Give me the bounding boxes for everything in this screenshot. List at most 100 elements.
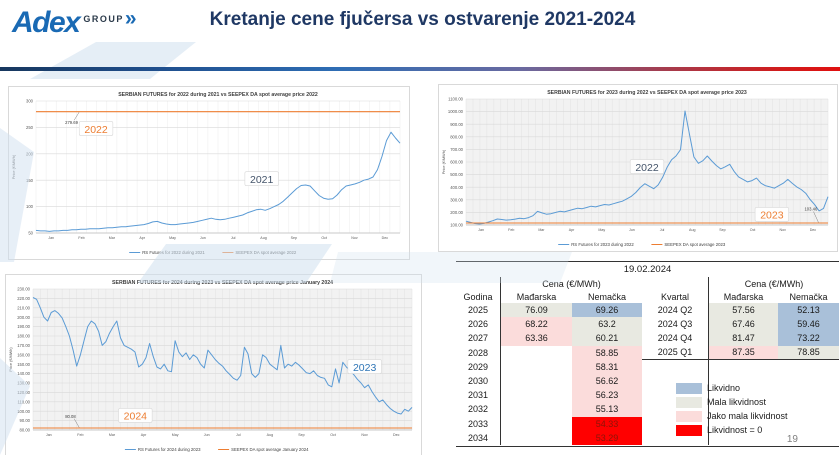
year-price-madjarska: 63.36 [500,331,572,346]
column-header-nemacka: Nemačka [789,291,828,302]
svg-text:Aug: Aug [260,236,266,240]
liquidity-legend-label: Likvidnost = 0 [707,425,763,435]
svg-text:Mar: Mar [109,433,116,437]
svg-text:1100.00: 1100.00 [448,97,463,102]
column-header-godina: Godina [463,291,493,302]
svg-text:Sep: Sep [298,433,304,437]
svg-text:250: 250 [26,125,34,130]
adex-group-logo: Adex GROUP » [12,8,137,38]
table-date: 19.02.2024 [623,264,672,275]
empty-cell [708,388,778,403]
svg-text:Dec: Dec [382,236,389,240]
column-header-madjarska: Mađarska [708,290,778,303]
spot-value-label: 279.69 [65,120,78,125]
year-price-madjarska [500,388,572,403]
svg-text:100.00: 100.00 [17,409,30,414]
empty-cell [708,373,778,389]
futures-series-line [465,110,829,225]
svg-text:190.00: 190.00 [17,324,30,329]
annotation-year-label: 2024 [124,411,148,423]
svg-text:Apr: Apr [141,433,147,437]
chart-futures-2022: SERBIAN FUTURES for 2022 during 2021 vs … [8,86,410,260]
legend-entry-label: SEEPEX DA spot average 2022 [235,250,297,255]
year-label-cell: 2031 [467,390,489,401]
chart-legend: RS Futures for 2022 during 2021 SEEPEX DA… [129,250,297,255]
x-axis-labels: Jan Feb Mar Apr May Jun Jul Aug Sep Oct Nov Dec [48,236,388,240]
svg-text:300.00: 300.00 [450,197,463,202]
annotation-year-label: 2022 [84,124,108,136]
quarter-price-madjarska: 57.56 [708,303,778,318]
quarter-price-nemacka: 59.46 [778,317,839,332]
svg-text:Sep: Sep [291,236,297,240]
y-axis-ticks: 300 250 200 150 100 50 [26,99,34,236]
logo-subtext: GROUP [83,14,124,24]
line-chart-svg: SERBIAN FUTURES for 2023 during 2022 vs … [442,90,829,247]
price-header-right: Cena (€/MWh) [708,277,839,290]
price-table-grid: Cena (€/MWh) Cena (€/MWh) Godina Mađarska Ne… [456,277,839,445]
liquidity-swatch-gray [676,396,702,408]
line-chart-svg: SERBIAN FUTURES for 2022 during 2021 vs … [12,92,401,255]
svg-text:110.00: 110.00 [18,399,31,404]
logo-chevrons-icon: » [124,6,137,30]
annotation-year-label: 2023 [760,210,784,222]
gridlines [32,288,413,431]
quarter-price-nemacka: 73.22 [778,331,839,346]
svg-text:140.00: 140.00 [17,371,30,376]
year-price-nemacka: 53.29 [572,430,642,445]
year-label-cell: 2033 [467,418,489,429]
annotation-box [244,171,279,186]
svg-text:Apr: Apr [139,236,145,240]
svg-text:Jun: Jun [200,236,206,240]
page-number: 19 [786,434,798,445]
empty-cell [708,416,778,431]
empty-cell [708,430,778,445]
chart-legend: RS Futures for 2024 during 2023 SEEPEX DA… [124,447,309,452]
chart-futures-2024: SERBIAN FUTURES for 2024 during 2023 vs … [5,274,422,455]
svg-text:100.00: 100.00 [450,223,463,228]
empty-cell [708,402,778,417]
svg-text:May: May [169,236,176,240]
liquidity-legend-label: Jako mala likvidnost [707,411,788,421]
legend-entry-label: SEEPEX DA spot average January 2024 [231,447,309,452]
legend-entry-label: RS Futures for 2023 during 2022 [571,242,634,247]
quarter-price-madjarska: 67.46 [708,317,778,332]
svg-text:Dec: Dec [393,433,400,437]
liquidity-legend-label: Mala likvidnost [707,397,767,407]
year-label-cell: 2025 [467,305,489,316]
svg-text:500.00: 500.00 [450,172,463,177]
spot-label-leader [73,112,80,121]
year-price-madjarska: 76.09 [500,303,572,318]
year-label-cell: 2028 [467,347,489,358]
year-label-cell: 2034 [467,432,489,443]
svg-text:100: 100 [26,204,34,209]
liquidity-legend: Likvidno Mala likvidnost Jako mala likvidn… [676,381,788,437]
annotation-year-label: 2022 [635,162,659,174]
svg-text:200: 200 [26,151,34,156]
year-price-madjarska [500,345,572,360]
annotation-box [629,159,665,174]
quarter-price-nemacka: 78.85 [778,345,839,360]
year-label-cell: 2030 [467,376,489,387]
year-price-nemacka: 55.13 [572,402,642,417]
svg-text:Jan: Jan [46,433,52,437]
svg-text:300: 300 [26,99,34,104]
decor-shape [30,42,196,79]
spot-value-label: 80.08 [65,414,76,419]
svg-text:Jul: Jul [236,433,241,437]
quarter-price-madjarska: 87.35 [708,345,778,360]
legend-entry-label: SEEPEX DA spot average 2023 [664,242,726,247]
svg-text:Oct: Oct [750,228,756,232]
year-price-nemacka: 58.85 [572,345,642,360]
svg-text:150.00: 150.00 [17,362,30,367]
svg-text:May: May [598,228,605,232]
svg-text:160.00: 160.00 [17,352,30,357]
y-axis-title: Price (€/MWh) [12,154,16,179]
liquidity-legend-label: Likvidno [707,383,741,393]
liquidity-swatch-red [676,424,702,436]
spot-label-leader [813,211,819,223]
year-label-cell: 2027 [467,333,489,344]
price-table: 19.02.2024 Cena (€/MWh) Cena (€/MWh) Godin… [456,261,839,447]
futures-series-line [35,131,401,232]
liquidity-legend-item: Mala likvidnost [676,395,788,409]
gridlines [35,100,401,234]
